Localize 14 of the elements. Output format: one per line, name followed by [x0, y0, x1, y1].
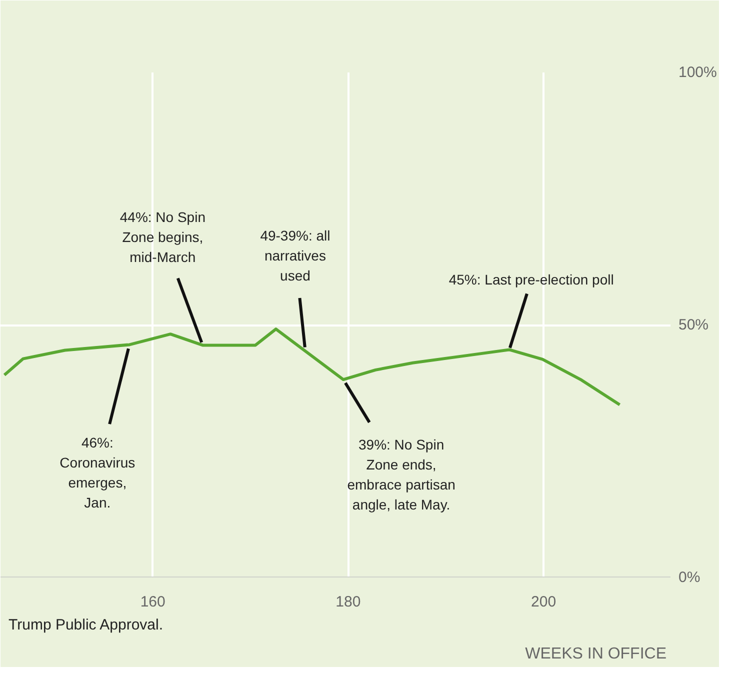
annotation: 49-39%: all narratives used: [260, 227, 330, 284]
x-tick-label: 200: [531, 594, 556, 610]
annotation: 44%: No Spin Zone begins, mid-March: [120, 209, 206, 266]
line-series: [2, 328, 622, 406]
y-tick-label: 100%: [678, 64, 717, 81]
y-tick-label: 0%: [678, 569, 700, 586]
x-tick-label: 160: [140, 594, 166, 610]
x-axis-title: WEEKS IN OFFICE: [525, 646, 666, 662]
y-tick-label: 50%: [678, 316, 709, 334]
annotation: 39%: No Spin Zone ends, embrace partisan angle, late May.: [347, 436, 456, 513]
annotation: 46%: Coronavirus emerges, Jan.: [60, 434, 136, 511]
text: Trump Public Approval.: [8, 616, 164, 634]
x-tick-label: 180: [336, 594, 361, 610]
annotation: 45%: Last pre-election poll: [448, 272, 614, 288]
